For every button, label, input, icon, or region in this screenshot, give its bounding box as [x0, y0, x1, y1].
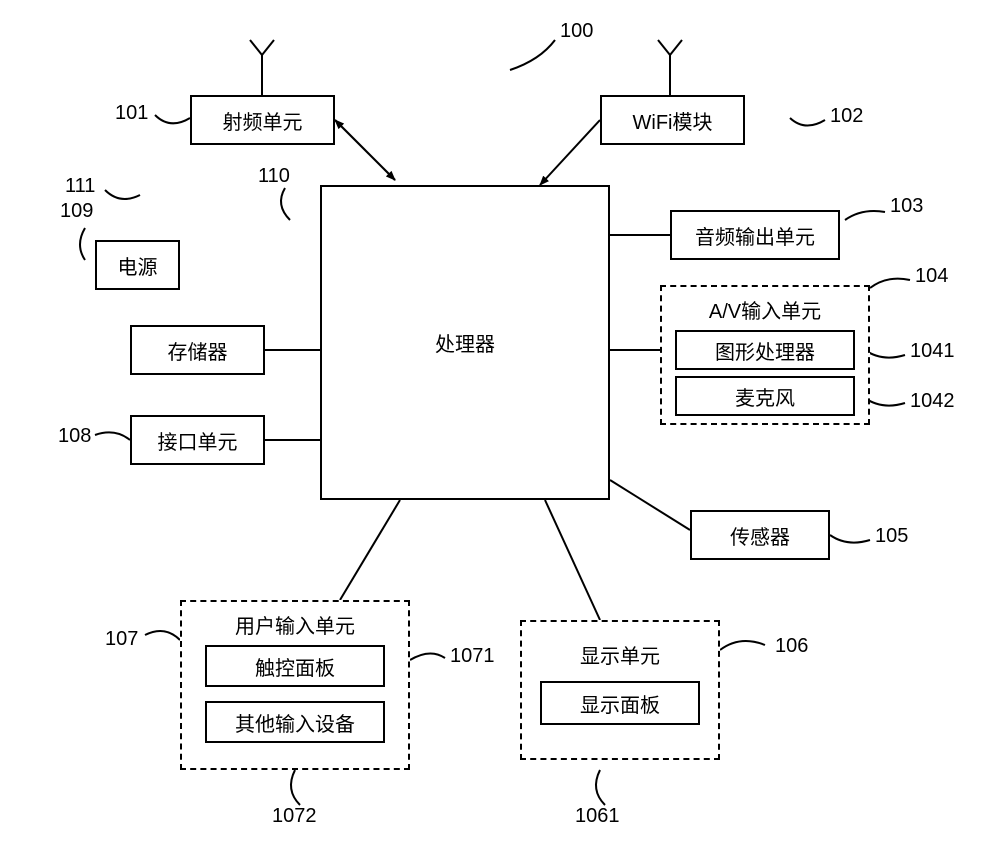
- interface-block: 接口单元: [130, 415, 265, 465]
- gpu-block: 图形处理器: [675, 330, 855, 370]
- ref-1061: 1061: [575, 805, 620, 828]
- arrow-proc-to-rf: [335, 120, 395, 180]
- processor-label: 处理器: [435, 328, 495, 357]
- wifi-label: WiFi模块: [633, 106, 713, 135]
- arrow-wifi-to-proc: [540, 120, 600, 185]
- interface-label: 接口单元: [158, 426, 238, 455]
- leader-1072: [291, 770, 300, 805]
- power-label: 电源: [118, 251, 158, 280]
- storage-block: 存储器: [130, 325, 265, 375]
- display-panel-label: 显示面板: [580, 689, 660, 718]
- other-input-block: 其他输入设备: [205, 701, 385, 743]
- leader-1042: [865, 398, 905, 406]
- leader-107: [145, 631, 180, 640]
- leader-108: [95, 432, 130, 440]
- user-input-group: 用户输入单元 触控面板 其他输入设备: [180, 600, 410, 770]
- audio-out-label: 音频输出单元: [695, 221, 815, 250]
- rf-label: 射频单元: [223, 106, 303, 135]
- mic-block: 麦克风: [675, 376, 855, 416]
- antenna-wifi-icon: [658, 40, 682, 95]
- power-block: 电源: [95, 240, 180, 290]
- leader-105: [830, 535, 870, 543]
- ref-1041: 1041: [910, 340, 955, 363]
- leader-102: [790, 118, 825, 126]
- ref-100: 100: [560, 20, 593, 43]
- ref-1071: 1071: [450, 645, 495, 668]
- ref-105: 105: [875, 525, 908, 548]
- leader-1041: [865, 350, 905, 358]
- leader-104: [870, 279, 910, 288]
- sensor-label: 传感器: [730, 521, 790, 550]
- conn-proc-display: [545, 500, 600, 620]
- ref-107: 107: [105, 628, 138, 651]
- conn-proc-sensor: [610, 480, 690, 530]
- leader-103: [845, 211, 885, 220]
- rf-block: 射频单元: [190, 95, 335, 145]
- av-input-label: A/V输入单元: [662, 295, 868, 324]
- storage-label: 存储器: [168, 336, 228, 365]
- leader-106: [720, 641, 765, 650]
- gpu-label: 图形处理器: [715, 336, 815, 365]
- leader-111: [105, 190, 140, 199]
- mic-label: 麦克风: [735, 382, 795, 411]
- ref-108: 108: [58, 425, 91, 448]
- display-group: 显示单元 显示面板: [520, 620, 720, 760]
- user-input-label: 用户输入单元: [182, 610, 408, 639]
- leader-100: [510, 40, 555, 70]
- touch-panel-block: 触控面板: [205, 645, 385, 687]
- ref-104: 104: [915, 265, 948, 288]
- touch-panel-label: 触控面板: [255, 652, 335, 681]
- ref-102: 102: [830, 105, 863, 128]
- leader-109: [80, 228, 85, 260]
- display-panel-block: 显示面板: [540, 681, 700, 725]
- ref-101: 101: [115, 102, 148, 125]
- ref-106: 106: [775, 635, 808, 658]
- ref-1072: 1072: [272, 805, 317, 828]
- wifi-block: WiFi模块: [600, 95, 745, 145]
- processor-block: 处理器: [320, 185, 610, 500]
- ref-103: 103: [890, 195, 923, 218]
- diagram-canvas: 处理器 射频单元 WiFi模块 音频输出单元 A/V输入单元 图形处理器 麦克风…: [0, 0, 1000, 850]
- display-label: 显示单元: [522, 640, 718, 669]
- conn-proc-userin: [340, 500, 400, 600]
- ref-111: 111: [65, 175, 95, 198]
- ref-110: 110: [258, 165, 290, 188]
- ref-1042: 1042: [910, 390, 955, 413]
- leader-1071: [410, 653, 445, 660]
- leader-1061: [596, 770, 605, 805]
- leader-101: [155, 115, 190, 123]
- leader-110: [281, 188, 290, 220]
- other-input-label: 其他输入设备: [235, 708, 355, 737]
- sensor-block: 传感器: [690, 510, 830, 560]
- antenna-rf-icon: [250, 40, 274, 95]
- audio-out-block: 音频输出单元: [670, 210, 840, 260]
- ref-109: 109: [60, 200, 93, 223]
- av-input-group: A/V输入单元 图形处理器 麦克风: [660, 285, 870, 425]
